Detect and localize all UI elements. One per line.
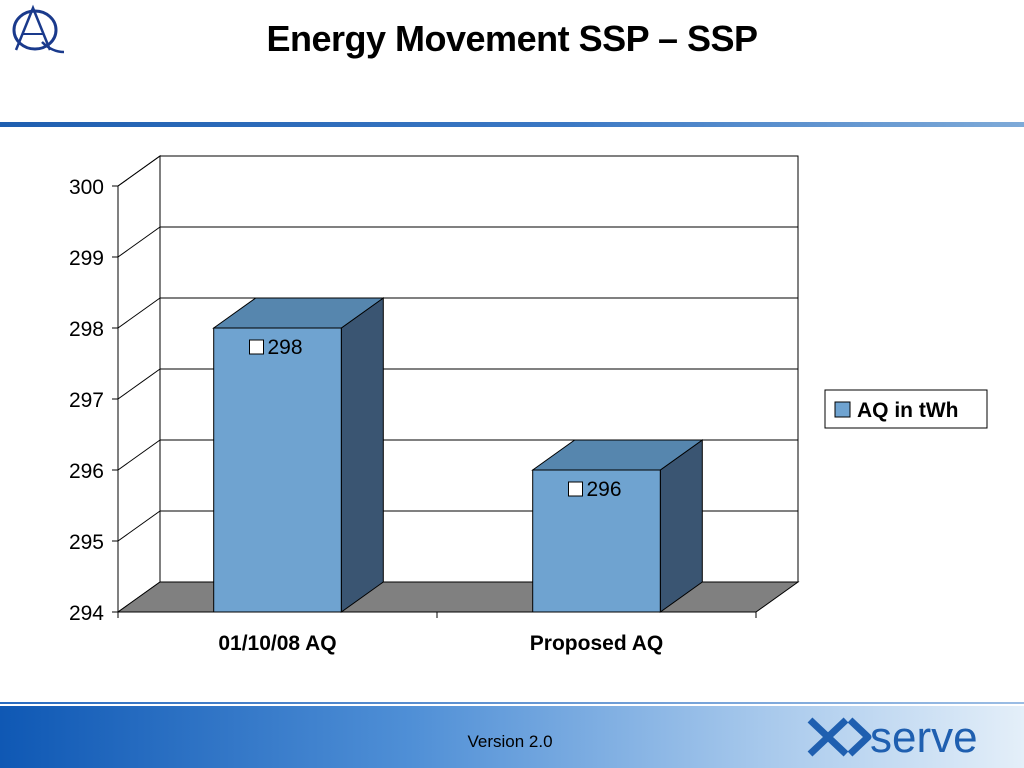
gridline-side — [117, 510, 161, 542]
slide-title: Energy Movement SSP – SSP — [266, 18, 758, 59]
footer-divider — [0, 702, 1024, 704]
y-tick-label: 297 — [69, 389, 104, 412]
legend-box — [824, 389, 988, 429]
legend-swatch — [834, 401, 851, 418]
y-tick-label: 299 — [69, 247, 104, 270]
gridline-side — [117, 439, 161, 471]
brand-wordmark: serve — [870, 713, 978, 762]
legend-label: AQ in tWh — [857, 399, 958, 422]
data-label: 298 — [268, 336, 303, 359]
y-tick-label: 295 — [69, 531, 104, 554]
xoserve-logo-icon: serve — [807, 713, 978, 762]
footer-version: Version 2.0 — [467, 732, 553, 751]
header-rule — [0, 122, 1024, 127]
gridline-side — [117, 368, 161, 400]
data-label: 296 — [587, 478, 622, 501]
bar — [213, 327, 342, 613]
data-label-marker — [568, 481, 583, 497]
y-tick-label: 300 — [69, 176, 104, 199]
bar-chart: 294 295 296 297 298 299 300 298 01/10/08 AQ 296 P… — [69, 155, 988, 655]
x-tick-label: Proposed AQ — [530, 632, 663, 655]
gridline-side — [117, 155, 161, 187]
y-tick-label: 294 — [69, 602, 104, 625]
y-tick-label: 296 — [69, 460, 104, 483]
y-tick-label: 298 — [69, 318, 104, 341]
data-label-marker — [249, 339, 264, 355]
footer-bar — [0, 706, 1024, 768]
x-tick-label: 01/10/08 AQ — [218, 632, 336, 655]
bar-side — [340, 297, 384, 613]
gridline-side — [117, 297, 161, 329]
aq-logo-icon — [12, 4, 65, 54]
bar — [532, 469, 661, 613]
gridline-side — [117, 226, 161, 258]
